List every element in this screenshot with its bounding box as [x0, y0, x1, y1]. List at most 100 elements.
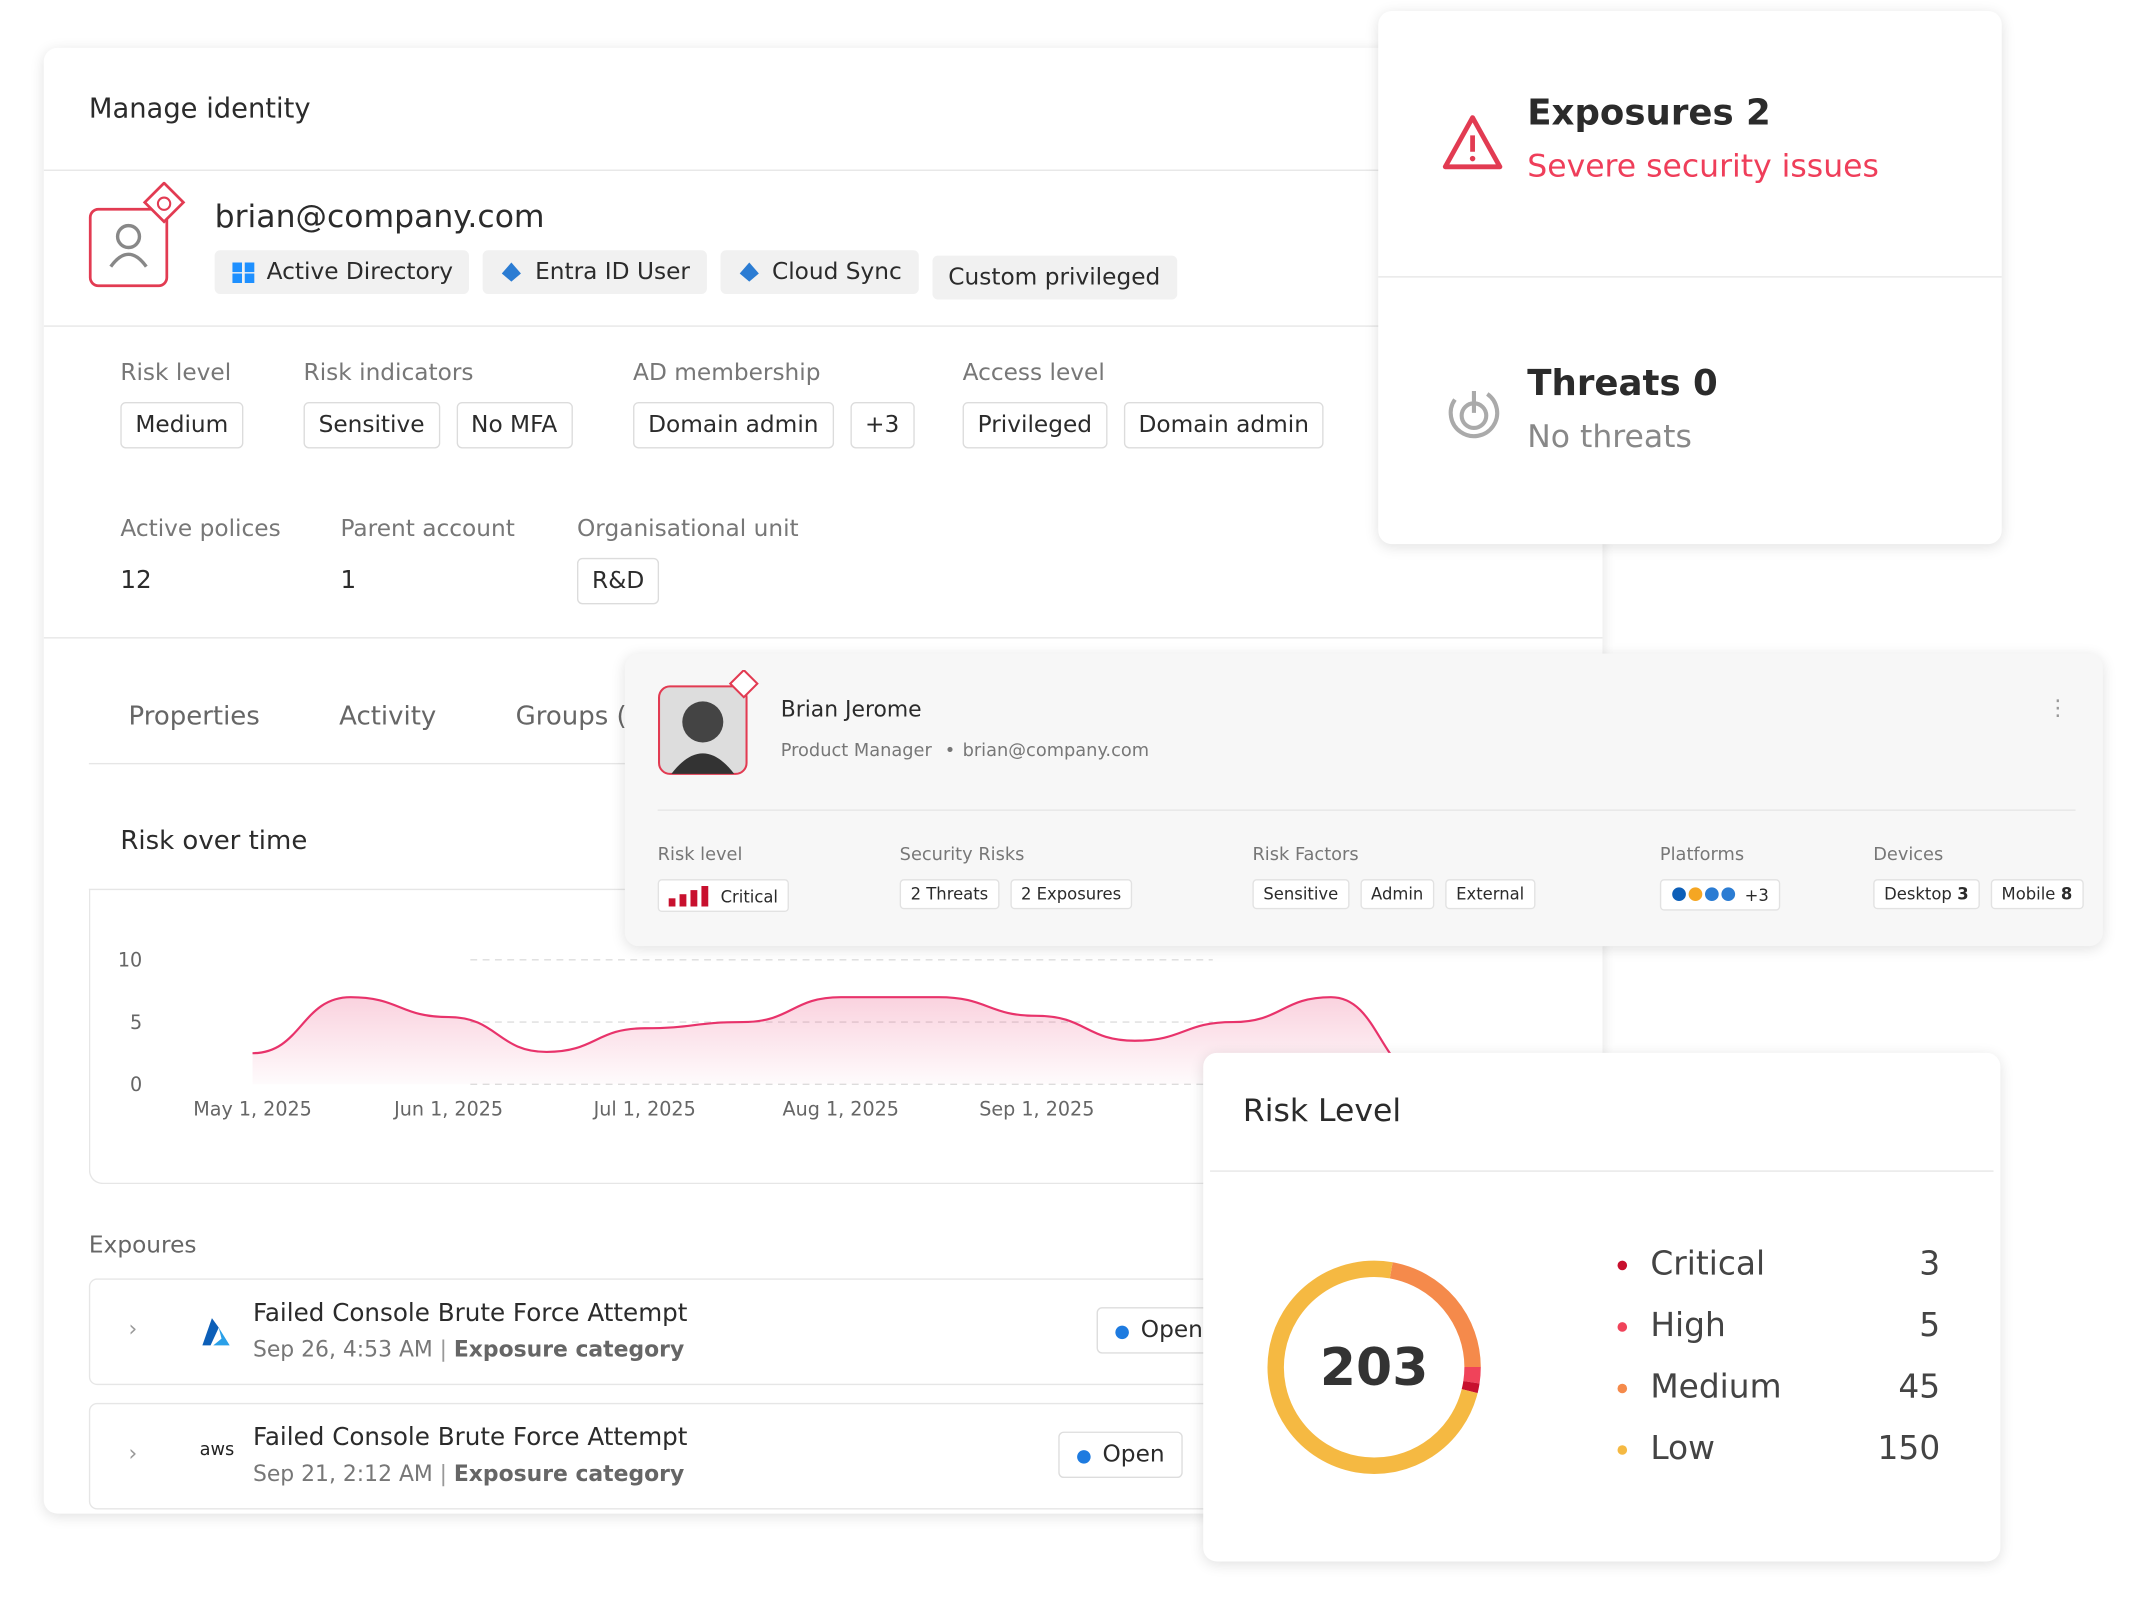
legend-dot [1617, 1445, 1628, 1455]
legend-dot [1617, 1322, 1628, 1332]
chip: R&D [577, 557, 660, 605]
profile-card: Brian Jerome Product Manager • brian@com… [624, 653, 2103, 947]
platform-icon [1688, 887, 1703, 902]
line [252, 996, 1429, 1080]
profile-role: Product Manager [780, 741, 932, 762]
exposures-subtitle: Severe security issues [1527, 149, 1879, 185]
aws-logo: aws [199, 1439, 235, 1461]
tag-row: Active Directory Entra ID User Cloud Sync C… [214, 250, 1191, 300]
exposure-category: Exposure category [453, 1335, 685, 1362]
bar-icon [690, 890, 698, 907]
chip: +3 [1659, 879, 1780, 911]
threats-subtitle: No threats [1527, 419, 1692, 456]
status-text: Open [1102, 1441, 1165, 1469]
field-value: 12 [120, 566, 152, 595]
legend-dot [1617, 1383, 1628, 1394]
exposure-category: Exposure category [453, 1460, 685, 1487]
x-tick-label: Sep 1, 2025 [979, 1098, 1094, 1121]
exposures-label: Expoures [88, 1231, 197, 1260]
chevron: › [128, 1315, 138, 1342]
chip: Sensitive [1252, 879, 1350, 910]
more-menu[interactable]: ⋮ [2046, 694, 2069, 721]
profile-name: Brian Jerome [780, 695, 922, 722]
x-tick-label: Jun 1, 2025 [393, 1098, 503, 1121]
field: Risk level Medium [120, 360, 259, 449]
platform-icon [1705, 887, 1719, 902]
tag-text: Active Directory [266, 258, 454, 286]
icon-part [502, 262, 522, 282]
separator: • [944, 741, 956, 762]
legend-value: 5 [1919, 1305, 1941, 1345]
exposure-meta: Sep 21, 2:12 AM | Exposure category [253, 1460, 684, 1486]
identity-avatar [88, 181, 186, 288]
icon-part [213, 1327, 230, 1346]
platform-icons [1672, 887, 1736, 902]
tab[interactable]: Groups (5 [515, 701, 644, 732]
chip-text: 2 Exposures [1021, 884, 1122, 904]
device-count: 3 [1957, 884, 1969, 904]
area [252, 997, 1429, 1085]
field-value: 1 [340, 566, 357, 595]
tag: Cloud Sync [720, 250, 919, 294]
icon-part [244, 273, 255, 284]
tab[interactable]: Activity [339, 701, 437, 732]
threat-icon [1448, 387, 1500, 439]
field-label: AD membership [633, 359, 821, 387]
chip: Mobile 8 [1990, 879, 2084, 910]
platform-icon [1672, 887, 1686, 902]
tab[interactable]: Properties [128, 701, 260, 732]
status-dropdown[interactable]: ● Open [1058, 1431, 1183, 1479]
chart-title: Risk over time [120, 825, 308, 856]
status-text: Open [1140, 1316, 1203, 1345]
field: Risk indicators Sensitive No MFA [303, 360, 589, 449]
tag-text: Cloud Sync [771, 258, 902, 286]
field-label: Access level [962, 359, 1105, 387]
chip: Medium [120, 401, 244, 449]
chevron: › [128, 1439, 138, 1466]
card-title: Manage identity [88, 91, 311, 125]
legend-value: 150 [1877, 1428, 1941, 1468]
tag-icon [232, 262, 255, 284]
field-label: Organisational unit [577, 515, 799, 543]
profile-field: Security Risks 2 Threats 2 Exposures [899, 844, 1143, 910]
icon-part [202, 1318, 219, 1346]
platform-icon [1721, 887, 1736, 902]
status-dropdown[interactable]: ● Open [1096, 1307, 1221, 1354]
identity-email: brian@company.com [214, 199, 545, 236]
profile-field: Risk level Critical [657, 844, 800, 912]
donut-segment [1267, 1260, 1481, 1474]
exposure-row[interactable]: › Failed Console Brute Force Attempt Sep 2… [88, 1278, 1596, 1386]
field-label: Risk level [120, 359, 232, 387]
field-label: Devices [1873, 844, 1944, 866]
y-tick-label: 5 [130, 1011, 142, 1034]
chip: Sensitive [303, 401, 440, 449]
chip-text: External [1456, 884, 1525, 904]
field-label: Platforms [1659, 844, 1745, 866]
field: Parent account 1 [340, 515, 514, 594]
chip: Admin [1360, 879, 1435, 910]
status-dot: ● [1114, 1322, 1130, 1343]
field: Access level Privileged Domain admin [962, 359, 1341, 449]
field: Active polices 12 [120, 515, 280, 594]
y-tick-label: 10 [118, 949, 142, 972]
risk-level-title: Risk Level [1242, 1093, 1402, 1130]
icon-part [244, 262, 255, 273]
field-label: Active polices [120, 515, 281, 543]
x-tick-label: May 1, 2025 [193, 1098, 312, 1121]
x-tick-label: Aug 1, 2025 [783, 1098, 899, 1121]
legend-name: Medium [1650, 1367, 1782, 1406]
legend-name: Critical [1650, 1244, 1766, 1283]
field: Organisational unit R&D [577, 515, 799, 605]
tag-text: Custom privileged [948, 263, 1161, 292]
chip: Desktop 3 [1873, 879, 1980, 910]
field-label: Risk level [657, 844, 743, 866]
exposure-row[interactable]: › aws Failed Console Brute Force Attempt Se… [88, 1402, 1596, 1510]
field-label: Security Risks [899, 844, 1025, 866]
chip-text: Critical [720, 887, 778, 907]
divider: | [439, 1460, 448, 1487]
legend-value: 45 [1898, 1367, 1941, 1406]
profile-field: Risk Factors Sensitive Admin External [1252, 845, 1546, 910]
chip: Domain admin [1123, 401, 1324, 449]
